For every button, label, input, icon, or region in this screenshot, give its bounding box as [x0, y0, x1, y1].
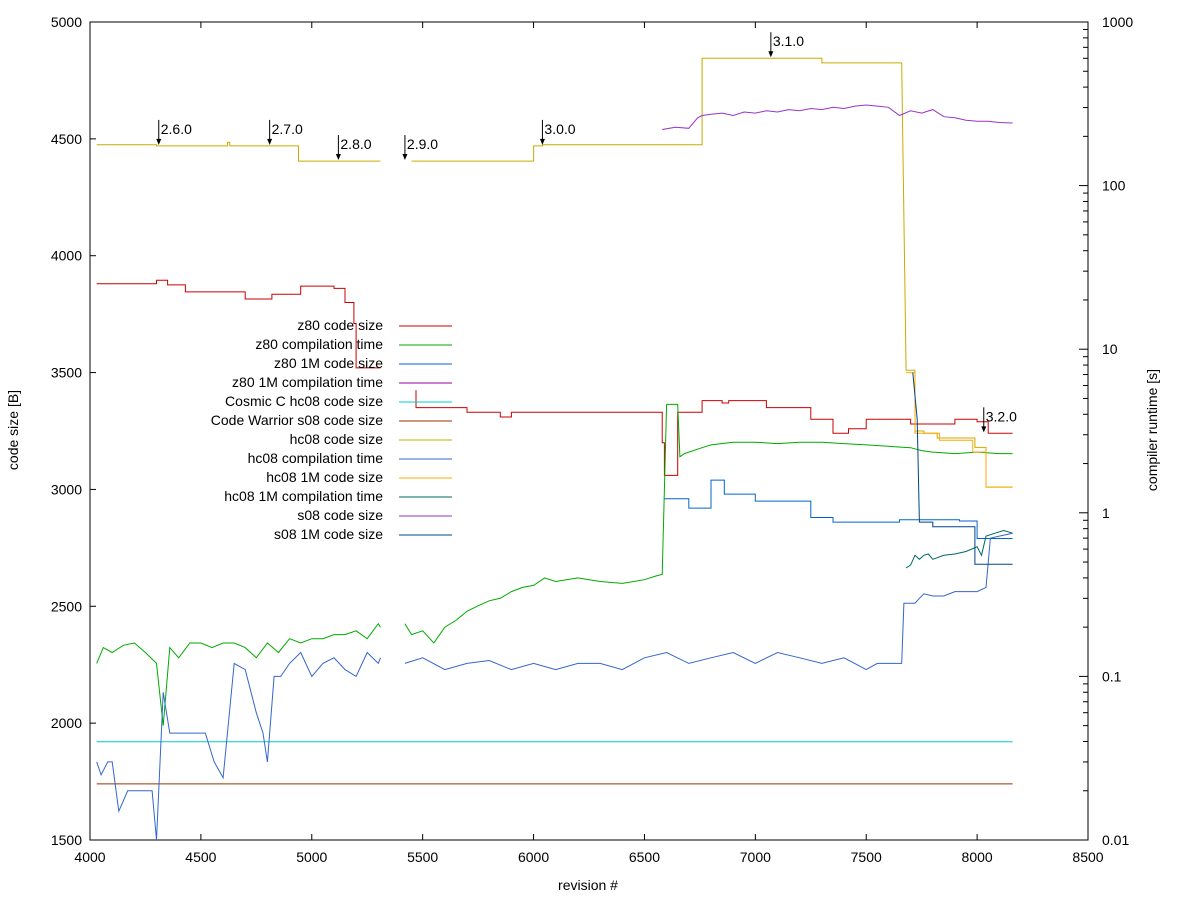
- series-line-10: [662, 104, 1013, 130]
- x-tick-label: 5000: [296, 849, 327, 865]
- legend-label: z80 1M code size: [274, 355, 383, 371]
- x-tick-label: 4000: [74, 849, 105, 865]
- y-right-tick-label: 1: [1102, 505, 1110, 521]
- y-left-tick-label: 3000: [51, 481, 82, 497]
- annotation-label: 2.9.0: [407, 136, 438, 152]
- y-right-tick-label: 100: [1102, 178, 1126, 194]
- legend-label: hc08 compilation time: [248, 450, 384, 466]
- y-left-tick-label: 3500: [51, 365, 82, 381]
- legend-label: Cosmic C hc08 code size: [225, 393, 383, 409]
- legend-label: Code Warrior s08 code size: [211, 412, 383, 428]
- x-tick-label: 8000: [962, 849, 993, 865]
- y-left-tick-label: 2500: [51, 598, 82, 614]
- x-tick-label: 7000: [740, 849, 771, 865]
- series-line-6: [96, 57, 1013, 488]
- series-line-2: [664, 479, 1013, 539]
- annotation-arrowhead: [981, 426, 987, 433]
- y-right-tick-label: 0.1: [1102, 668, 1122, 684]
- x-tick-label: 6000: [518, 849, 549, 865]
- series-line-1: [96, 403, 1013, 726]
- annotation-arrowhead: [768, 51, 774, 58]
- series-line-9: [905, 529, 1013, 569]
- series-layer: [96, 57, 1013, 841]
- y-axis-left-label: code size [B]: [5, 390, 21, 470]
- legend: z80 code size z80 compilation time z80 1M …: [211, 317, 452, 542]
- annotation-arrowhead: [402, 154, 408, 161]
- legend-label: hc08 1M compilation time: [224, 488, 383, 504]
- legend-label: hc08 1M code size: [266, 469, 383, 485]
- y-left-tick-label: 2000: [51, 715, 82, 731]
- series-line-7: [96, 532, 1013, 841]
- x-tick-label: 4500: [185, 849, 216, 865]
- ticks-layer: 4000 4500 5000 5500 6000 6500 7000 7500 8000 8500…: [51, 14, 1134, 865]
- y-axis-right-label: compiler runtime [s]: [1144, 369, 1160, 491]
- y-left-tick-label: 4500: [51, 131, 82, 147]
- annotation-label: 2.8.0: [340, 136, 371, 152]
- plot-border: [89, 21, 1089, 841]
- annotation-label: 3.1.0: [773, 33, 804, 49]
- annotation-arrowhead: [335, 154, 341, 161]
- annotation-label: 3.2.0: [986, 408, 1017, 424]
- x-axis-label: revision #: [558, 877, 618, 893]
- x-tick-label: 8500: [1072, 849, 1103, 865]
- y-right-tick-label: 10: [1102, 341, 1118, 357]
- y-right-tick-label: 1000: [1102, 14, 1133, 30]
- annotation-label: 2.6.0: [161, 121, 192, 137]
- x-tick-label: 6500: [629, 849, 660, 865]
- x-tick-label: 7500: [851, 849, 882, 865]
- legend-label: s08 code size: [297, 507, 383, 523]
- y-left-tick-label: 4000: [51, 248, 82, 264]
- annotation-arrowhead: [267, 138, 273, 145]
- annotation-label: 2.7.0: [272, 121, 303, 137]
- annotation-arrowhead: [539, 138, 545, 145]
- plot-frame: [89, 21, 1089, 841]
- series-line-0: [96, 279, 1013, 476]
- annotation-arrowhead: [156, 138, 162, 145]
- series-line-8: [906, 372, 1013, 488]
- y-right-tick-label: 0.01: [1102, 832, 1129, 848]
- legend-label: z80 1M compilation time: [232, 374, 383, 390]
- legend-label: z80 code size: [297, 317, 383, 333]
- annotation-label: 3.0.0: [544, 121, 575, 137]
- x-tick-label: 5500: [407, 849, 438, 865]
- legend-label: z80 compilation time: [255, 336, 383, 352]
- y-left-tick-label: 5000: [51, 14, 82, 30]
- annotations-layer: 2.6.0 2.7.0 2.8.0 2.9.0 3.0.0 3.1.0 3.2.0: [156, 32, 1017, 433]
- legend-label: s08 1M code size: [274, 526, 383, 542]
- legend-label: hc08 code size: [290, 431, 384, 447]
- series-line-11: [912, 372, 1013, 565]
- y-left-tick-label: 1500: [51, 832, 82, 848]
